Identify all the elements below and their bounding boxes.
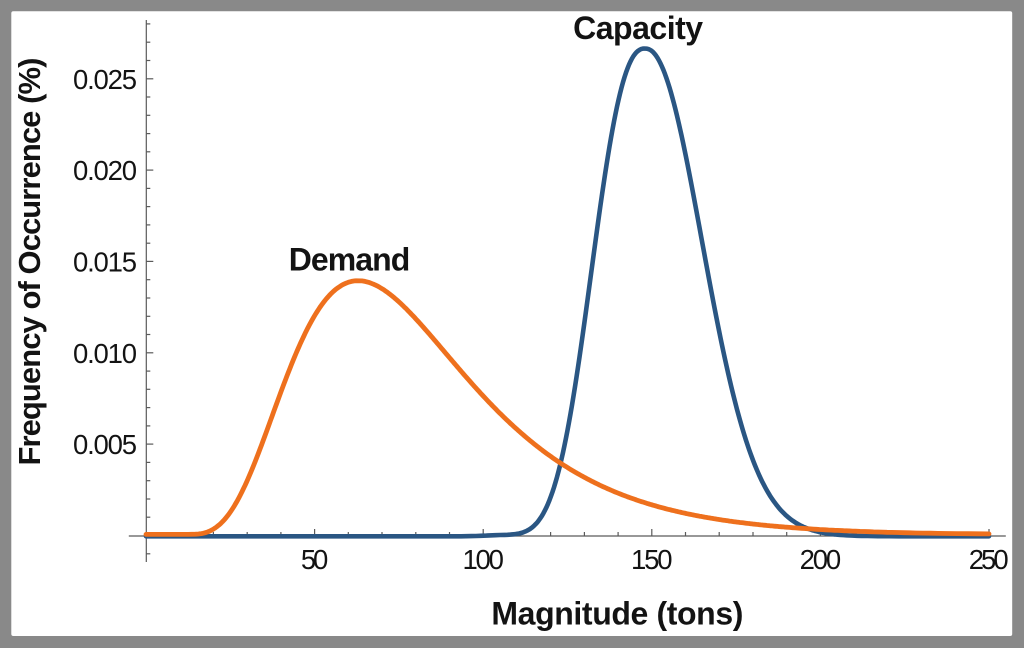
svg-text:0.020: 0.020	[73, 155, 137, 186]
svg-text:0.010: 0.010	[73, 338, 137, 369]
svg-text:0.025: 0.025	[73, 64, 137, 95]
svg-text:Demand: Demand	[289, 241, 411, 277]
svg-text:0.015: 0.015	[73, 247, 137, 278]
svg-text:200: 200	[800, 544, 842, 575]
svg-text:Capacity: Capacity	[573, 10, 703, 46]
svg-text:Frequency of Occurrence (%): Frequency of Occurrence (%)	[12, 58, 47, 466]
svg-text:Magnitude (tons): Magnitude (tons)	[491, 596, 743, 632]
svg-text:250: 250	[969, 544, 1009, 575]
svg-text:100: 100	[462, 544, 504, 575]
svg-text:0.005: 0.005	[73, 429, 137, 460]
svg-text:50: 50	[301, 544, 329, 575]
svg-text:150: 150	[631, 544, 673, 575]
